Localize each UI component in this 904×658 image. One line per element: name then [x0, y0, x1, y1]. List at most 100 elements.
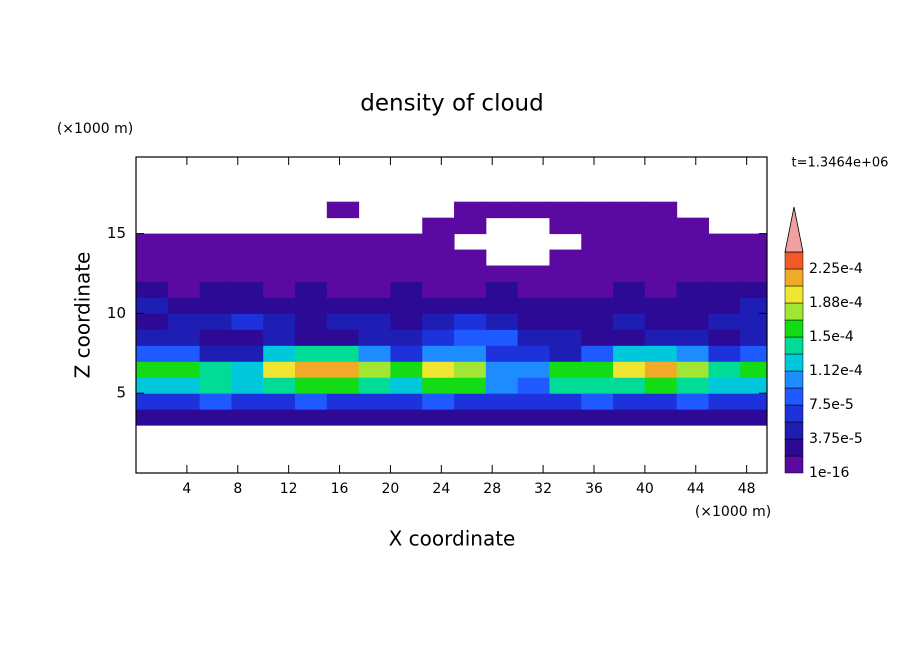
- x-tick-label: 40: [636, 481, 654, 497]
- colorbar-box: [784, 319, 804, 338]
- contour-cell: [454, 217, 487, 235]
- contour-cell: [613, 217, 646, 235]
- contour-cell: [485, 265, 519, 282]
- contour-cell: [740, 409, 767, 426]
- contour-cell: [136, 297, 169, 314]
- contour-cell: [136, 233, 169, 251]
- contour-cell: [231, 377, 264, 394]
- contour-cell: [422, 345, 455, 362]
- contour-cell: [644, 249, 678, 267]
- contour-cell: [676, 377, 709, 394]
- contour-cell: [199, 281, 232, 298]
- contour-cell: [613, 233, 646, 251]
- x-tick-label: 8: [233, 481, 242, 497]
- contour-cell: [708, 329, 741, 346]
- contour-cell: [422, 393, 455, 410]
- contour-cell: [136, 249, 169, 267]
- colorbar-box: [784, 353, 804, 372]
- contour-cell: [485, 409, 519, 426]
- contour-cell: [485, 201, 519, 219]
- x-tick-label: 20: [382, 481, 400, 497]
- contour-cell: [581, 393, 614, 410]
- contour-cell: [167, 297, 201, 314]
- contour-cell: [263, 393, 296, 410]
- contour-cell: [295, 297, 328, 314]
- y-unit: (×1000 m): [57, 121, 133, 137]
- contour-cell: [549, 201, 582, 219]
- colorbar-box: [784, 404, 804, 423]
- contour-cell: [581, 329, 614, 346]
- contour-cell: [295, 233, 328, 251]
- contour-cell: [167, 409, 201, 426]
- x-tick-label: 4: [182, 481, 191, 497]
- colorbar-label: 1.5e-4: [809, 329, 854, 345]
- contour-cell: [581, 265, 614, 282]
- contour-cell: [358, 249, 391, 267]
- x-tick-label: 48: [738, 481, 756, 497]
- contour-cell: [613, 393, 646, 410]
- contour-cell: [231, 329, 264, 346]
- contour-cell: [676, 361, 709, 378]
- contour-cell: [422, 313, 455, 330]
- colorbar-label: 3.75e-5: [809, 431, 863, 447]
- contour-cell: [485, 329, 519, 346]
- contour-cell: [390, 409, 423, 426]
- contour-cell: [644, 313, 678, 330]
- contour-cell: [454, 329, 487, 346]
- contour-cell: [295, 329, 328, 346]
- contour-cell: [295, 281, 328, 298]
- contour-cell: [676, 313, 709, 330]
- contour-cell: [167, 249, 201, 267]
- contour-cell: [263, 361, 296, 378]
- contour-cell: [581, 361, 614, 378]
- x-tick-label: 28: [483, 481, 501, 497]
- contour-cell: [231, 393, 264, 410]
- colorbar-label: 1.88e-4: [809, 295, 863, 311]
- contour-cell: [167, 265, 201, 282]
- contour-cell: [390, 393, 423, 410]
- contour-cell: [167, 329, 201, 346]
- contour-cell: [326, 377, 360, 394]
- contour-cell: [231, 313, 264, 330]
- contour-cell: [708, 393, 741, 410]
- colorbar-box: [784, 251, 804, 270]
- contour-cell: [613, 201, 646, 219]
- contour-cell: [708, 281, 741, 298]
- contour-cell: [326, 281, 360, 298]
- contour-cell: [295, 313, 328, 330]
- contour-cell: [676, 233, 709, 251]
- contour-cell: [231, 409, 264, 426]
- annotation: t=1.3464e+06: [792, 156, 889, 171]
- contour-cell: [644, 345, 678, 362]
- contour-cell: [136, 409, 169, 426]
- contour-cell: [549, 265, 582, 282]
- contour-cell: [613, 297, 646, 314]
- contour-cell: [358, 281, 391, 298]
- contour-cell: [263, 297, 296, 314]
- contour-cell: [485, 393, 519, 410]
- contour-cell: [708, 265, 741, 282]
- contour-cell: [167, 313, 201, 330]
- contour-cell: [581, 345, 614, 362]
- x-tick-label: 44: [687, 481, 705, 497]
- contour-cell: [326, 345, 360, 362]
- contour-cell: [358, 265, 391, 282]
- contour-cell: [422, 265, 455, 282]
- x-tick-label: 12: [280, 481, 298, 497]
- contour-cell: [295, 345, 328, 362]
- contour-cell: [326, 297, 360, 314]
- contour-cell: [358, 297, 391, 314]
- contour-cell: [676, 345, 709, 362]
- colorbar-box: [784, 438, 804, 457]
- contour-cell: [454, 409, 487, 426]
- contour-cell: [136, 329, 169, 346]
- contour-cell: [422, 409, 455, 426]
- contour-cell: [422, 233, 455, 251]
- contour-cell: [326, 329, 360, 346]
- contour-cell: [740, 329, 767, 346]
- contour-cell: [485, 313, 519, 330]
- y-tick-label: 5: [116, 384, 126, 402]
- contour-cell: [549, 313, 582, 330]
- contour-cell: [390, 361, 423, 378]
- contour-cell: [422, 297, 455, 314]
